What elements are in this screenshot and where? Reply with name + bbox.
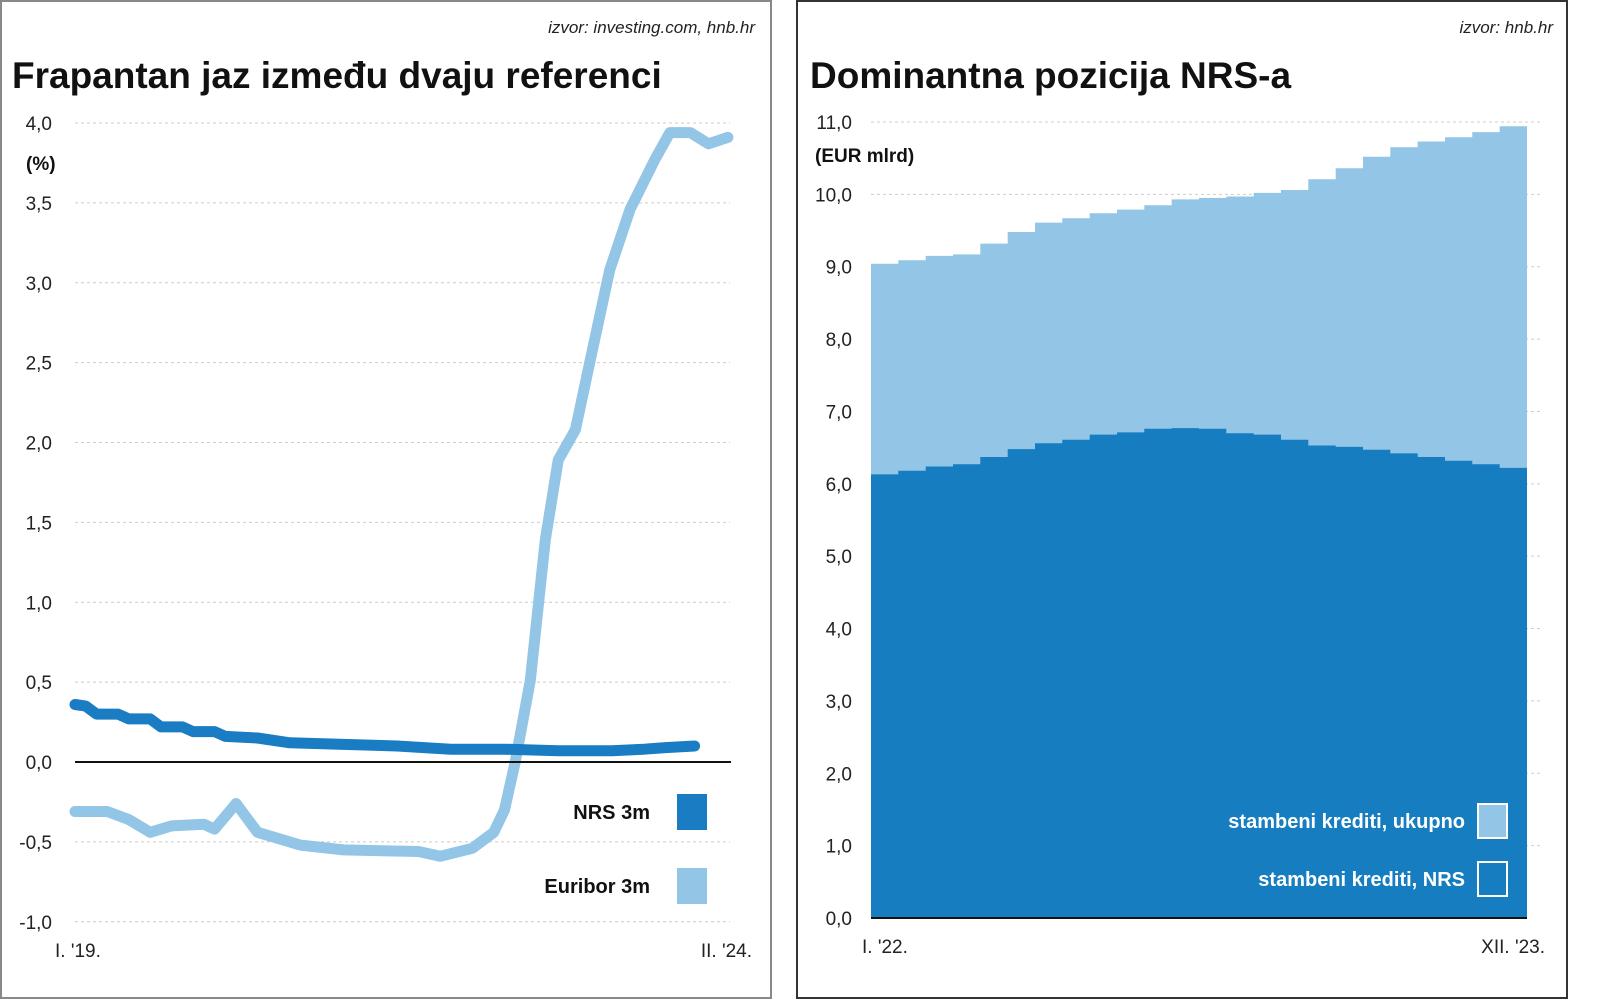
y-tick-label: 3,0 xyxy=(26,274,52,295)
legend-swatch xyxy=(1477,803,1508,839)
legend-label: Euribor 3m xyxy=(544,876,650,898)
left-y-unit: (%) xyxy=(26,154,56,175)
x-tick-label: II. '24. xyxy=(701,941,752,962)
y-tick-label: 4,0 xyxy=(826,620,852,641)
x-tick-label: I. '19. xyxy=(55,941,101,962)
right-y-unit: (EUR mlrd) xyxy=(815,146,914,167)
y-tick-label: 2,0 xyxy=(826,764,852,785)
y-tick-label: 0,0 xyxy=(826,909,852,930)
y-tick-label: 2,5 xyxy=(26,354,52,375)
y-tick-label: 10,0 xyxy=(815,185,852,206)
y-tick-label: 1,0 xyxy=(26,593,52,614)
series-line-nrs-3m xyxy=(69,699,701,757)
x-tick-label: I. '22. xyxy=(862,937,908,958)
y-tick-label: 0,0 xyxy=(26,753,52,774)
x-tick-label: XII. '23. xyxy=(1481,937,1545,958)
y-tick-label: 1,5 xyxy=(26,513,52,534)
legend-label: NRS 3m xyxy=(573,802,650,824)
legend-swatch xyxy=(677,794,707,830)
y-tick-label: 3,0 xyxy=(826,692,852,713)
y-tick-label: 1,0 xyxy=(826,837,852,858)
y-tick-label: 6,0 xyxy=(826,475,852,496)
y-tick-label: 5,0 xyxy=(826,547,852,568)
legend-label: stambeni krediti, NRS xyxy=(1258,869,1465,891)
area-nrs xyxy=(871,428,1527,918)
right-panel-frame xyxy=(796,0,1568,999)
series-line-euribor-3m xyxy=(69,127,734,862)
legend-swatch xyxy=(1477,861,1508,897)
y-tick-label: 9,0 xyxy=(826,258,852,279)
right-source: izvor: hnb.hr xyxy=(1459,18,1554,37)
y-tick-label: 0,5 xyxy=(26,673,52,694)
right-title: Dominantna pozicija NRS-a xyxy=(810,55,1291,96)
y-tick-label: 7,0 xyxy=(826,402,852,423)
right-chart: izvor: hnb.hr Dominantna pozicija NRS-a … xyxy=(810,18,1554,958)
legend-label: stambeni krediti, ukupno xyxy=(1228,811,1465,833)
y-tick-label: 3,5 xyxy=(26,194,52,215)
y-tick-label: 11,0 xyxy=(816,113,852,134)
left-chart: izvor: investing.com, hnb.hr Frapantan j… xyxy=(12,18,756,962)
y-tick-label: 2,0 xyxy=(26,434,52,455)
left-title: Frapantan jaz između dvaju referenci xyxy=(12,55,662,96)
y-tick-label: 4,0 xyxy=(26,114,52,135)
legend-swatch xyxy=(677,868,707,904)
y-tick-label: -0,5 xyxy=(19,833,52,854)
y-tick-label: 8,0 xyxy=(826,330,852,351)
y-tick-label: -1,0 xyxy=(19,913,52,934)
left-panel-frame xyxy=(0,0,772,999)
left-source: izvor: investing.com, hnb.hr xyxy=(548,18,756,37)
